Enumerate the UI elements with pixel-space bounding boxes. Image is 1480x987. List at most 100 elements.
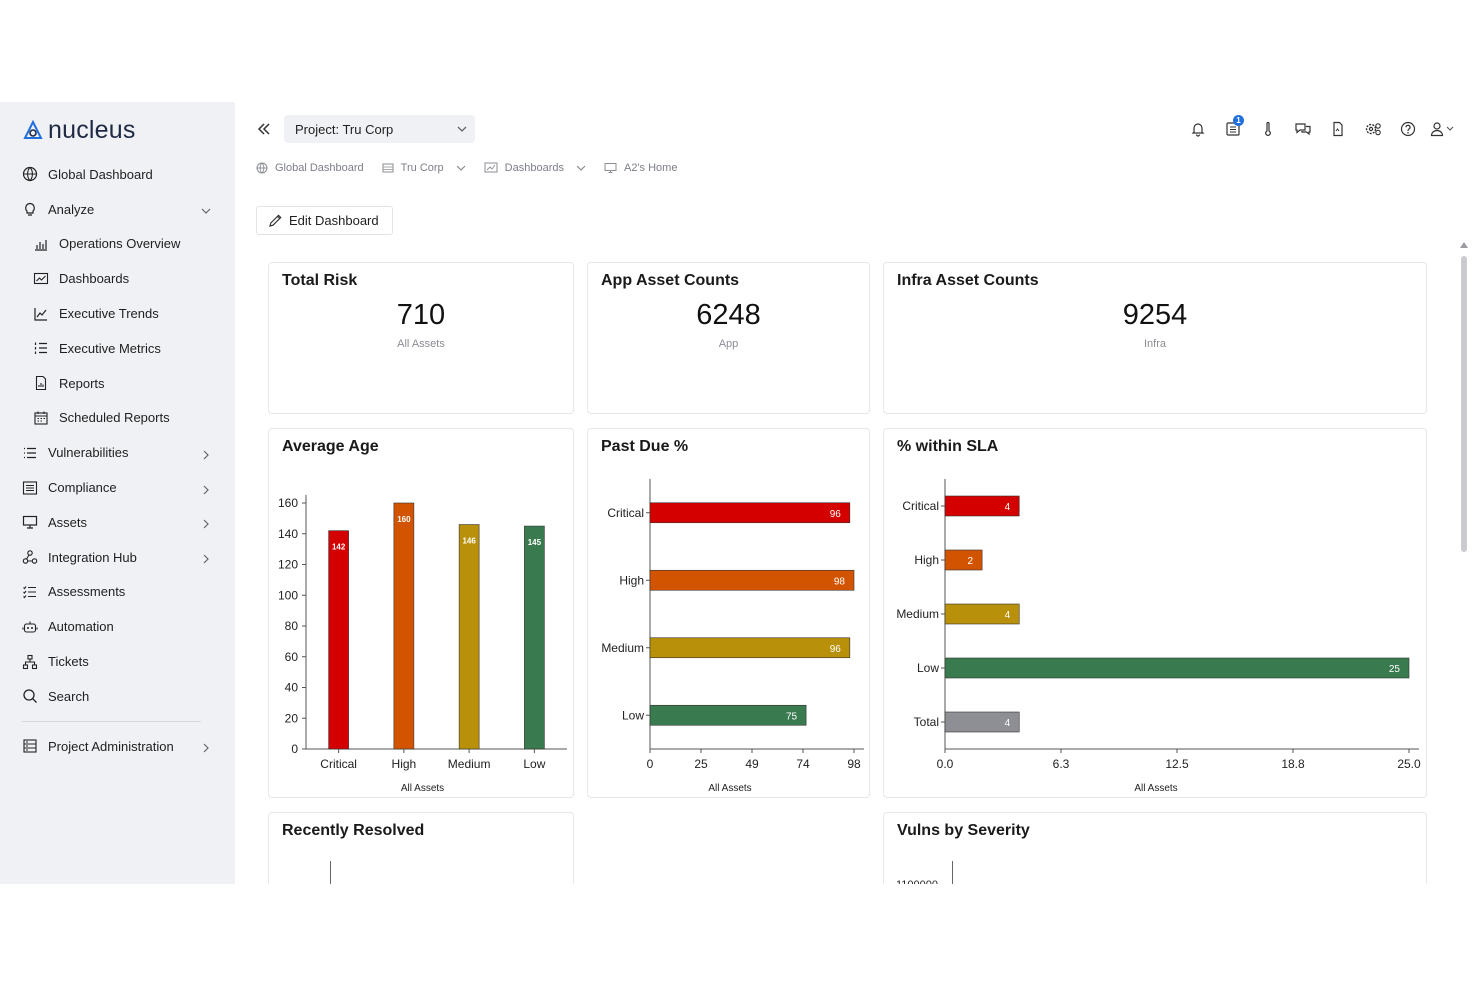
chevron-down-icon[interactable] <box>201 204 211 215</box>
breadcrumb-dashboards[interactable]: Dashboards <box>484 162 564 174</box>
sidebar-item-analyze[interactable]: Analyze <box>0 192 235 227</box>
card-title: Infra Asset Counts <box>897 272 1039 289</box>
sidebar-item-label: Analyze <box>48 201 95 217</box>
sidebar-item-scheduled-reports[interactable]: Scheduled Reports <box>0 401 235 436</box>
sidebar-item-dashboards[interactable]: Dashboards <box>0 261 235 296</box>
chevron-down-icon[interactable] <box>456 163 466 173</box>
scroll-up-arrow[interactable] <box>1460 242 1468 248</box>
sidebar-item-label: Vulnerabilities <box>48 445 129 461</box>
vulns-by-severity-card: Vulns by Severity 1100000 <box>883 812 1427 884</box>
y-tick-label: Medium <box>896 607 939 621</box>
sidebar-item-integration-hub[interactable]: Integration Hub <box>0 540 235 575</box>
sidebar-item-assessments[interactable]: Assessments <box>0 575 235 610</box>
sidebar-item-tickets[interactable]: Tickets <box>0 644 235 679</box>
y-tick-label: 60 <box>285 650 299 664</box>
sidebar-item-search[interactable]: Search <box>0 679 235 714</box>
within-sla-chart: 4 Critical 2 High 4 Medium 25 Low 4 Total 0.0 6.3 12… <box>896 479 1421 794</box>
breadcrumb-label: Dashboards <box>504 162 564 174</box>
tasks-button[interactable]: 1 <box>1215 115 1250 139</box>
x-tick-label: 6.3 <box>1053 757 1070 771</box>
sidebar-item-automation[interactable]: Automation <box>0 609 235 644</box>
x-axis-title: All Assets <box>401 783 444 794</box>
collapse-sidebar-button[interactable] <box>256 121 272 137</box>
chevron-right-icon[interactable] <box>201 741 211 753</box>
sidebar-item-label: Project Administration <box>48 738 174 754</box>
sidebar-item-label: Scheduled Reports <box>59 410 170 426</box>
bell-icon <box>1191 123 1204 137</box>
scrollbar-thumb[interactable] <box>1461 256 1467 552</box>
settings-button[interactable] <box>1355 119 1390 139</box>
card-title: App Asset Counts <box>601 272 740 289</box>
x-tick-label: Low <box>523 757 545 771</box>
sidebar-item-label: Compliance <box>48 480 117 496</box>
data-label: 96 <box>830 644 842 655</box>
edit-dashboard-label: Edit Dashboard <box>289 213 379 228</box>
x-tick-label: 25 <box>694 757 708 771</box>
chevron-right-icon[interactable] <box>201 483 211 494</box>
sidebar-item-vulnerabilities[interactable]: Vulnerabilities <box>0 435 235 470</box>
project-select[interactable]: Project: Tru Corp <box>284 115 475 143</box>
chevron-right-icon[interactable] <box>201 517 211 529</box>
sidebar-item-reports[interactable]: Reports <box>0 366 235 401</box>
sidebar-item-assets[interactable]: Assets <box>0 505 235 540</box>
sidebar-item-label: Automation <box>48 619 114 635</box>
y-tick-label: 100 <box>278 588 298 602</box>
breadcrumb-current[interactable]: A2's Home <box>604 162 677 174</box>
sidebar-item-label: Operations Overview <box>59 236 181 252</box>
bar-high <box>393 502 415 750</box>
y-tick-label: High <box>914 553 939 567</box>
dashboard-icon <box>33 271 49 287</box>
list-numbered-icon <box>33 340 49 356</box>
user-menu-button[interactable] <box>1425 119 1460 139</box>
breadcrumb-label: A2's Home <box>624 162 678 174</box>
x-tick-label: High <box>392 757 417 771</box>
globe-icon <box>22 166 38 182</box>
sidebar-item-label: Assets <box>48 514 88 530</box>
x-axis-title: All Assets <box>708 783 751 794</box>
data-label: 142 <box>332 543 346 552</box>
bar-high <box>649 569 855 591</box>
data-label: 98 <box>834 576 846 587</box>
sidebar-item-executive-metrics[interactable]: Executive Metrics <box>0 331 235 366</box>
logo[interactable]: nucleus <box>22 116 136 145</box>
y-tick-label: Critical <box>902 499 939 513</box>
thermometer-icon <box>1264 121 1271 136</box>
help-button[interactable] <box>1390 119 1425 139</box>
bar-high <box>944 549 983 571</box>
lightbulb-icon <box>22 201 38 217</box>
bar-low <box>649 704 807 726</box>
sidebar-item-label: Reports <box>59 375 105 391</box>
chevron-right-icon[interactable] <box>201 552 211 564</box>
card-title: Recently Resolved <box>282 822 425 839</box>
search-icon <box>22 688 38 704</box>
metric-subtitle: Infra <box>1143 338 1166 350</box>
chat-button[interactable] <box>1285 119 1320 139</box>
project-icon <box>382 163 394 173</box>
health-button[interactable] <box>1250 119 1285 139</box>
breadcrumb-project[interactable]: Tru Corp <box>382 162 444 174</box>
tickets-icon <box>22 654 38 670</box>
card-title: % within SLA <box>897 438 999 455</box>
x-tick-label: 25.0 <box>1397 757 1421 771</box>
card-title: Past Due % <box>601 438 689 455</box>
bar-critical <box>649 502 851 524</box>
notifications-button[interactable] <box>1180 119 1215 139</box>
y-tick-label: Total <box>914 715 939 729</box>
robot-icon <box>22 619 38 635</box>
chevron-down-icon[interactable] <box>576 163 586 173</box>
bar-critical <box>328 530 349 750</box>
document-button[interactable] <box>1320 119 1355 139</box>
sidebar-item-global-dashboard[interactable]: Global Dashboard <box>0 157 235 192</box>
chevron-right-icon[interactable] <box>201 448 211 460</box>
edit-dashboard-button[interactable]: Edit Dashboard <box>256 206 393 235</box>
chart-axis-line <box>330 861 331 884</box>
sidebar-item-project-administration[interactable]: Project Administration <box>0 729 235 764</box>
page-scrollbar[interactable] <box>1460 242 1468 882</box>
sidebar-item-operations-overview[interactable]: Operations Overview <box>0 227 235 262</box>
sidebar-item-compliance[interactable]: Compliance <box>0 470 235 505</box>
report-icon <box>33 375 49 391</box>
metric-value: 710 <box>396 299 446 331</box>
breadcrumb-global-dashboard[interactable]: Global Dashboard <box>256 162 364 174</box>
sidebar: nucleus Global Dashboard Analyze Operation… <box>0 102 235 884</box>
sidebar-item-executive-trends[interactable]: Executive Trends <box>0 296 235 331</box>
